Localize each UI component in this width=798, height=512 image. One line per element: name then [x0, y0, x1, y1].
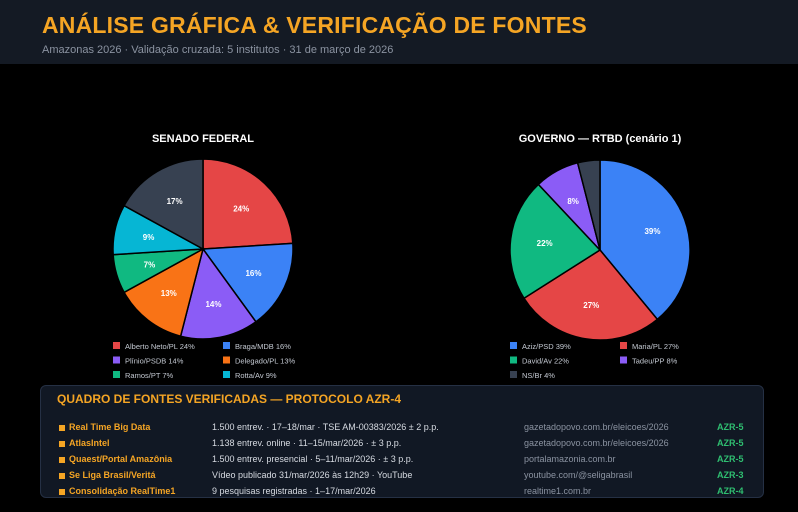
legend-label: Aziz/PSD 39% — [522, 342, 571, 351]
pie-slice — [522, 249, 659, 341]
source-description: 1.500 entrev. · 17–18/mar · TSE AM-00383… — [212, 422, 439, 432]
legend-swatch — [223, 342, 230, 349]
source-description: 9 pesquisas registradas · 1–17/mar/2026 — [212, 486, 376, 496]
legend-swatch — [113, 342, 120, 349]
legend-label: Tadeu/PP 8% — [632, 357, 678, 366]
source-name: Se Liga Brasil/Veritá — [69, 470, 156, 480]
pie-slice — [201, 242, 294, 323]
source-description: 1.138 entrev. online · 11–15/mar/2026 · … — [212, 438, 402, 448]
legend-swatch — [620, 342, 627, 349]
source-code: AZR-5 — [717, 454, 744, 464]
bullet-marker — [59, 441, 65, 447]
legend-swatch — [223, 371, 230, 378]
source-url: realtime1.com.br — [524, 486, 592, 496]
legend-swatch — [510, 342, 517, 349]
source-url: gazetadopovo.com.br/eleicoes/2026 — [524, 438, 669, 448]
source-name: Quaest/Portal Amazônia — [69, 454, 173, 464]
source-description: 1.500 entrev. presencial · 5–11/mar/2026… — [212, 454, 414, 464]
header: ANÁLISE GRÁFICA & VERIFICAÇÃO DE FONTES … — [0, 0, 798, 65]
source-name: AtlasIntel — [69, 438, 110, 448]
chart-title: SENADO FEDERAL — [152, 133, 254, 145]
page-title: ANÁLISE GRÁFICA & VERIFICAÇÃO DE FONTES — [42, 12, 587, 38]
slice-data-label: 27% — [583, 301, 599, 310]
table-row: Se Liga Brasil/Veritá Vídeo publicado 31/… — [41, 470, 763, 486]
legend-label: Alberto Neto/PL 24% — [125, 342, 195, 351]
slice-data-label: 39% — [644, 227, 660, 236]
legend-label: Ramos/PT 7% — [125, 371, 174, 380]
source-url: portalamazonia.com.br — [524, 454, 616, 464]
legend-label: Braga/MDB 16% — [235, 342, 291, 351]
legend-label: David/Av 22% — [522, 357, 569, 366]
legend-label: NS/Br 4% — [522, 371, 555, 380]
chart-title: GOVERNO — RTBD (cenário 1) — [519, 133, 682, 145]
sources-table-title: QUADRO DE FONTES VERIFICADAS — PROTOCOLO… — [57, 392, 402, 406]
source-name: Real Time Big Data — [69, 422, 151, 432]
legend-label: Plínio/PSDB 14% — [125, 357, 184, 366]
slice-data-label: 9% — [143, 233, 155, 242]
source-url: youtube.com/@seligabrasil — [524, 470, 633, 480]
bullet-marker — [59, 457, 65, 463]
legend-label: Rotta/Av 9% — [235, 371, 277, 380]
legend-swatch — [510, 371, 517, 378]
source-code: AZR-3 — [717, 470, 744, 480]
pie-slice — [202, 158, 294, 250]
pie-slice — [179, 247, 257, 340]
slice-data-label: 8% — [567, 197, 579, 206]
bullet-marker — [59, 425, 65, 431]
legend-swatch — [113, 356, 120, 364]
source-code: AZR-4 — [717, 486, 744, 496]
pie-slice — [123, 247, 205, 338]
source-code: AZR-5 — [717, 422, 744, 432]
legend-swatch — [510, 356, 517, 364]
bullet-marker — [59, 489, 65, 495]
source-name: Consolidação RealTime1 — [69, 486, 176, 496]
slice-data-label: 17% — [167, 197, 183, 206]
sources-table: QUADRO DE FONTES VERIFICADAS — PROTOCOLO… — [40, 385, 764, 498]
table-row: Consolidação RealTime1 9 pesquisas regist… — [41, 486, 763, 502]
pie-slice — [123, 158, 204, 251]
legend-swatch — [223, 356, 230, 364]
table-row: AtlasIntel 1.138 entrev. online · 11–15/m… — [41, 438, 763, 454]
slice-data-label: 14% — [205, 300, 221, 309]
slice-data-label: 22% — [537, 239, 553, 248]
legend-swatch — [620, 356, 627, 364]
table-row: Real Time Big Data 1.500 entrev. · 17–18/… — [41, 422, 763, 438]
table-row: Quaest/Portal Amazônia 1.500 entrev. pres… — [41, 454, 763, 470]
source-code: AZR-5 — [717, 438, 744, 448]
pie-slice — [509, 183, 602, 300]
slice-data-label: 16% — [245, 269, 261, 278]
slice-data-label: 24% — [233, 204, 249, 213]
page-subtitle: Amazonas 2026 · Validação cruzada: 5 ins… — [42, 44, 394, 56]
pie-slice — [576, 159, 601, 251]
source-description: Vídeo publicado 31/mar/2026 às 12h29 · Y… — [212, 470, 413, 480]
pie-slice — [599, 159, 691, 321]
slice-data-label: 7% — [144, 261, 156, 270]
bullet-marker — [59, 473, 65, 479]
legend-swatch — [113, 371, 120, 378]
source-url: gazetadopovo.com.br/eleicoes/2026 — [524, 422, 669, 432]
legend-label: Maria/PL 27% — [632, 342, 679, 351]
legend-label: Delegado/PL 13% — [235, 357, 296, 366]
slice-data-label: 13% — [161, 289, 177, 298]
